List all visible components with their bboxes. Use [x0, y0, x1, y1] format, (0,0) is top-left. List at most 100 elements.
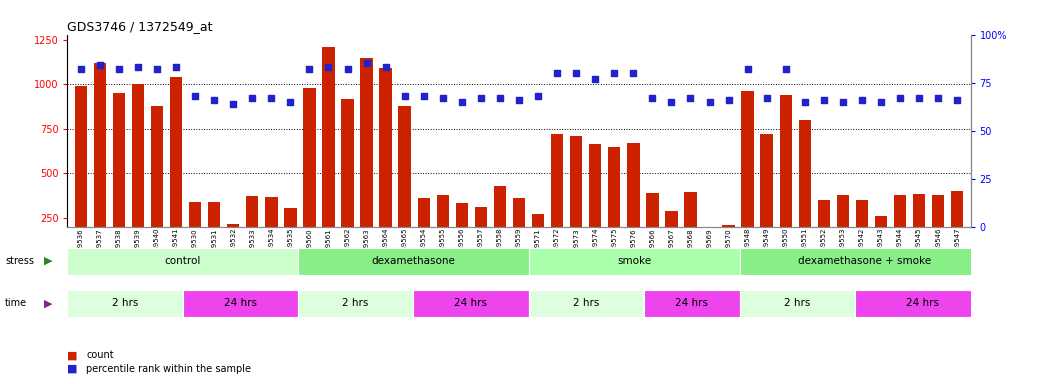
Point — [397, 93, 413, 99]
Point — [378, 64, 394, 70]
Point — [949, 97, 965, 103]
Bar — [322, 47, 334, 262]
Point — [282, 99, 299, 105]
Point — [568, 70, 584, 76]
Point — [796, 99, 813, 105]
Point — [263, 95, 279, 101]
Bar — [132, 84, 144, 262]
Point — [930, 95, 947, 101]
Text: 24 hrs: 24 hrs — [224, 298, 256, 308]
Bar — [494, 186, 507, 262]
Bar — [113, 93, 126, 262]
Text: 2 hrs: 2 hrs — [573, 298, 599, 308]
Bar — [513, 198, 525, 262]
Bar — [303, 88, 316, 262]
Point — [644, 95, 660, 101]
Text: ▶: ▶ — [44, 298, 52, 308]
Point — [358, 60, 375, 66]
Bar — [298, 248, 528, 275]
Bar — [246, 196, 258, 262]
Point — [339, 66, 356, 72]
Point — [702, 99, 718, 105]
Bar — [608, 147, 621, 262]
Text: percentile rank within the sample: percentile rank within the sample — [86, 364, 251, 374]
Bar — [380, 68, 391, 262]
Point — [816, 97, 832, 103]
Point — [148, 66, 165, 72]
Bar — [360, 58, 373, 262]
Bar — [665, 212, 678, 262]
Point — [777, 66, 794, 72]
Bar — [456, 204, 468, 262]
Point — [73, 66, 89, 72]
Bar — [761, 134, 773, 262]
Bar — [298, 290, 413, 317]
Bar — [912, 194, 925, 262]
Point — [739, 66, 756, 72]
Point — [586, 76, 603, 82]
Text: 24 hrs: 24 hrs — [455, 298, 488, 308]
Bar — [647, 193, 658, 262]
Point — [492, 95, 509, 101]
Bar — [740, 290, 855, 317]
Point — [472, 95, 489, 101]
Text: 2 hrs: 2 hrs — [343, 298, 368, 308]
Bar — [67, 248, 298, 275]
Point — [625, 70, 641, 76]
Bar — [342, 99, 354, 262]
Bar — [875, 216, 887, 262]
Bar — [837, 195, 849, 262]
Bar — [627, 143, 639, 262]
Point — [606, 70, 623, 76]
Bar — [798, 120, 811, 262]
Bar — [208, 202, 220, 262]
Point — [720, 97, 737, 103]
Text: smoke: smoke — [618, 256, 652, 266]
Point — [244, 95, 261, 101]
Bar — [855, 290, 990, 317]
Bar — [399, 106, 411, 262]
Text: count: count — [86, 350, 114, 360]
Bar — [67, 290, 183, 317]
Bar — [570, 136, 582, 262]
Bar — [531, 214, 544, 262]
Text: 24 hrs: 24 hrs — [906, 298, 939, 308]
Bar — [528, 248, 740, 275]
Bar — [818, 200, 830, 262]
Point — [320, 64, 336, 70]
Text: stress: stress — [5, 256, 34, 266]
Point — [435, 95, 452, 101]
Point — [835, 99, 851, 105]
Text: 24 hrs: 24 hrs — [676, 298, 708, 308]
Text: ▶: ▶ — [44, 256, 52, 266]
Bar — [855, 200, 868, 262]
Text: ■: ■ — [67, 364, 78, 374]
Bar — [474, 207, 487, 262]
Bar — [780, 95, 792, 262]
Point — [663, 99, 680, 105]
Point — [910, 95, 927, 101]
Bar — [551, 134, 564, 262]
Point — [415, 93, 432, 99]
Bar — [413, 290, 528, 317]
Point — [168, 64, 185, 70]
Point — [682, 95, 699, 101]
Bar — [589, 144, 601, 262]
Text: dexamethasone: dexamethasone — [372, 256, 456, 266]
Text: 2 hrs: 2 hrs — [785, 298, 811, 308]
Bar — [437, 195, 449, 262]
Text: 2 hrs: 2 hrs — [112, 298, 138, 308]
Point — [511, 97, 527, 103]
Point — [892, 95, 908, 101]
Bar — [265, 197, 277, 262]
Bar — [75, 86, 87, 262]
Point — [187, 93, 203, 99]
Bar — [932, 195, 945, 262]
Bar — [417, 198, 430, 262]
Point — [206, 97, 222, 103]
Text: control: control — [165, 256, 201, 266]
Bar — [183, 290, 298, 317]
Bar — [722, 225, 735, 262]
Point — [225, 101, 242, 107]
Bar — [528, 290, 644, 317]
